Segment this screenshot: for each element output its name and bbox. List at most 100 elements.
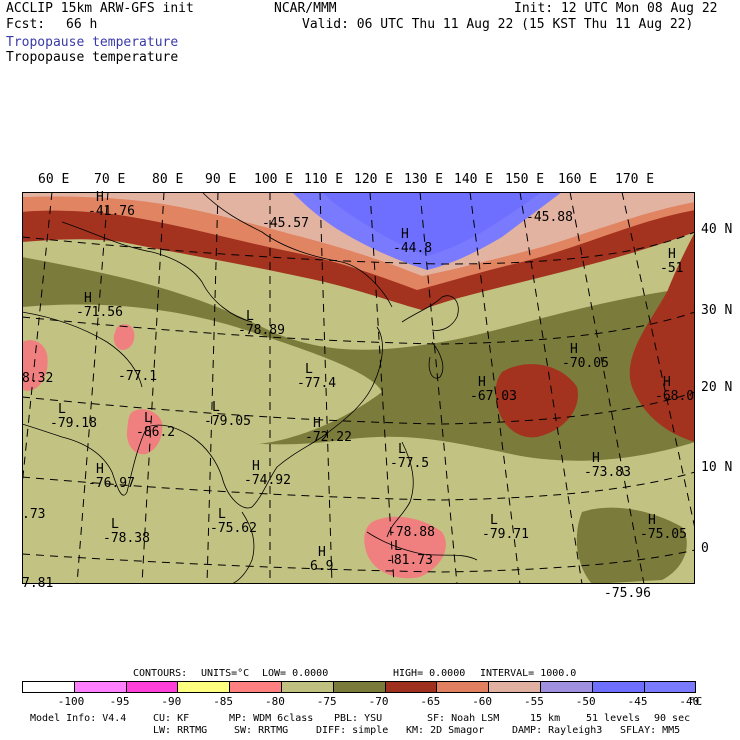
extremum-value: -79.05 — [204, 414, 251, 429]
extremum-symbol: L — [490, 513, 498, 528]
extremum-value: -72.22 — [305, 430, 352, 445]
colorbar-tick-label: -60 — [472, 695, 493, 708]
extremum-symbol: H — [96, 462, 104, 477]
extremum-value: -73.83 — [584, 465, 631, 480]
contours-label: CONTOURS: — [133, 668, 188, 679]
km-scheme: KM: 2D Smagor — [406, 725, 485, 736]
colorbar-tick-label: -75 — [316, 695, 337, 708]
extremum-symbol: H — [663, 375, 671, 390]
resolution: 15 km — [530, 713, 561, 724]
extremum-value: -86.2 — [136, 425, 176, 440]
field-title-secondary: Tropopause temperature — [6, 50, 179, 65]
extremum-value: -45.57 — [262, 216, 309, 231]
lon-label: 100 E — [254, 172, 294, 187]
extremum-value: -78.38 — [103, 531, 150, 546]
lon-label: 160 E — [558, 172, 598, 187]
levels: 51 levels — [586, 713, 641, 724]
sf-scheme: SF: Noah LSM — [427, 713, 500, 724]
extremum-symbol: L — [394, 539, 402, 554]
extremum-symbol: L — [218, 507, 226, 522]
forecast-hours: 66 h — [66, 17, 98, 32]
lon-label: 130 E — [404, 172, 444, 187]
graticule — [22, 192, 695, 584]
center-label: NCAR/MMM — [274, 1, 337, 16]
timestep: 90 sec — [654, 713, 691, 724]
extremum-symbol: H — [570, 342, 578, 357]
contours-high: HIGH= 0.0000 — [393, 668, 466, 679]
extremum-symbol: L — [111, 517, 119, 532]
map-shade-red-east — [629, 232, 695, 442]
extremum-symbol: H — [401, 227, 409, 242]
lat-label: 40 N — [701, 222, 733, 237]
extremum-value: -79.18 — [50, 416, 97, 431]
extremum-symbol: L — [398, 442, 406, 457]
lon-label: 110 E — [304, 172, 344, 187]
plot-source-title: ACCLIP 15km ARW-GFS init — [6, 1, 194, 16]
extremum-value: -70.05 — [562, 356, 609, 371]
extremum-value: -67.03 — [470, 389, 517, 404]
extremum-value: -41.76 — [88, 204, 135, 219]
extremum-value: -76.97 — [88, 476, 135, 491]
extremum-symbol: L — [58, 402, 66, 417]
map-shade-pink-small — [113, 324, 135, 350]
extremum-value: -78.89 — [238, 323, 285, 338]
lat-label: 30 N — [701, 303, 733, 318]
colorbar-swatch — [177, 681, 231, 693]
colorbar-swatch — [591, 681, 645, 693]
extremum-value: -74.92 — [244, 473, 291, 488]
lon-label: 150 E — [505, 172, 545, 187]
colorbar-swatch — [73, 681, 127, 693]
colorbar-swatch — [281, 681, 334, 693]
map-shade-red-pacific — [495, 364, 578, 438]
lon-label: 80 E — [152, 172, 184, 187]
sflay-scheme: SFLAY: MM5 — [620, 725, 681, 736]
map-shade-pink-west — [22, 340, 48, 391]
colorbar-tick-label: -40 — [679, 695, 700, 708]
extremum-value: -78.88 — [388, 525, 435, 540]
extremum-value: -75.62 — [210, 521, 257, 536]
lw-scheme: LW: RRTMG — [153, 725, 208, 736]
extremum-symbol: H — [478, 375, 486, 390]
sw-scheme: SW: RRTMG — [234, 725, 289, 736]
contours-low: LOW= 0.0000 — [262, 668, 329, 679]
extremum-value: -79.71 — [482, 527, 529, 542]
extremum-value: -77.4 — [297, 376, 337, 391]
colorbar-tick-label: -50 — [575, 695, 596, 708]
lon-label: 70 E — [94, 172, 126, 187]
extremum-symbol: L — [144, 411, 152, 426]
lon-label: 140 E — [454, 172, 494, 187]
extremum-value: -75.05 — [640, 527, 687, 542]
pbl-scheme: PBL: YSU — [334, 713, 383, 724]
extremum-symbol: H — [252, 459, 260, 474]
extremum-symbol: H — [84, 291, 92, 306]
extremum-value: -71.56 — [76, 305, 123, 320]
colorbar-swatch — [22, 681, 75, 693]
tropopause-temperature-map — [22, 192, 695, 584]
valid-time: Valid: 06 UTC Thu 11 Aug 22 (15 KST Thu … — [302, 17, 694, 32]
extremum-value: -44.8 — [393, 241, 433, 256]
mp-scheme: MP: WDM 6class — [229, 713, 314, 724]
lat-label: 10 N — [701, 460, 733, 475]
colorbar-swatch — [488, 681, 541, 693]
colorbar-tick-label: -80 — [265, 695, 285, 708]
extremum-value: -51 — [660, 261, 684, 276]
field-title-primary: Tropopause temperature — [6, 35, 179, 50]
extremum-value: -45.88 — [526, 210, 573, 225]
extremum-symbol: H — [668, 247, 676, 262]
damp-scheme: DAMP: Rayleigh3 — [512, 725, 603, 736]
extremum-symbol: L — [212, 400, 220, 415]
map-shade-blue-core — [322, 192, 542, 256]
colorbar-swatch — [540, 681, 593, 693]
colorbar-tick-label: -70 — [368, 695, 389, 708]
extremum-value: -75.96 — [604, 586, 651, 601]
colorbar-swatch — [643, 681, 697, 693]
colorbar-tick-label: -65 — [420, 695, 441, 708]
init-time: Init: 12 UTC Mon 08 Aug 22 — [514, 1, 718, 16]
colorbar-tick-label: -55 — [524, 695, 544, 708]
map-shade-olive-south — [576, 507, 687, 584]
map-frame — [22, 192, 695, 584]
model-info: Model Info: V4.4 — [30, 713, 127, 724]
colorbar-tick-label: -95 — [109, 695, 130, 708]
colorbar-swatch — [125, 681, 179, 693]
colorbar-tick-label: -100 — [57, 695, 85, 708]
